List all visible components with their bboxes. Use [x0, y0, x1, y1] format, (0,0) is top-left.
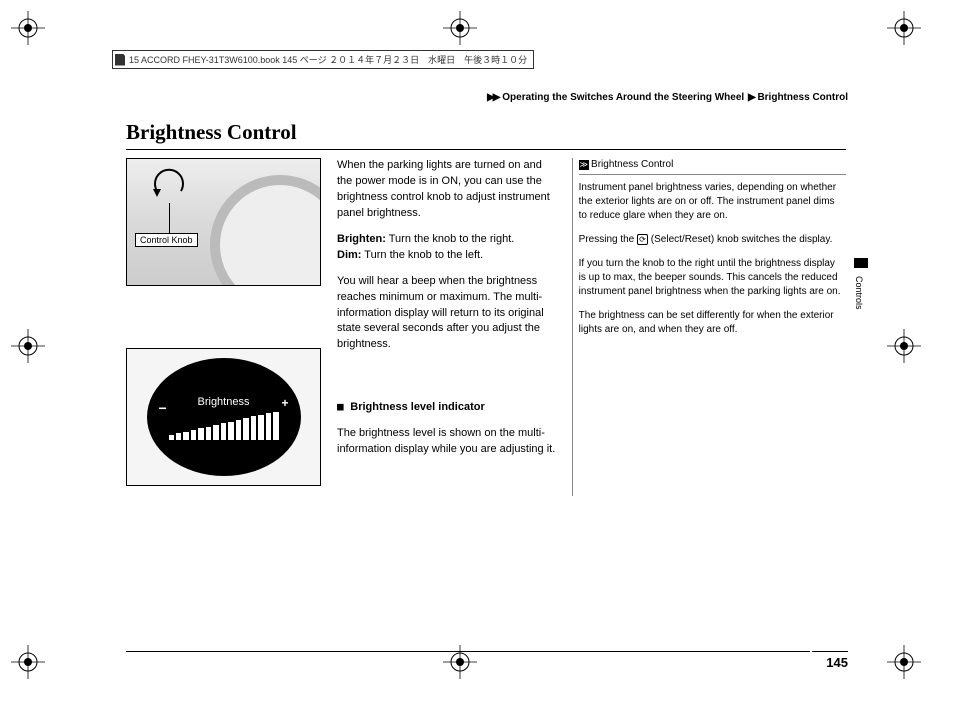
callout-line	[169, 203, 170, 235]
brightness-bar	[198, 428, 203, 440]
registration-mark-icon	[11, 11, 45, 45]
breadcrumb: ▶▶ Operating the Switches Around the Ste…	[486, 92, 848, 103]
sidebar-paragraph-1: Instrument panel brightness varies, depe…	[579, 181, 846, 223]
knob-arrow-icon	[151, 167, 187, 203]
sidebar-title: ≫ Brightness Control	[579, 158, 846, 175]
brightness-bar	[251, 416, 256, 440]
figure-control-knob: Control Knob	[126, 158, 321, 286]
body-paragraph-2: Brighten: Turn the knob to the right. Di…	[337, 232, 556, 264]
body-paragraph-4: The brightness level is shown on the mul…	[337, 426, 556, 458]
breadcrumb-level-1: Operating the Switches Around the Steeri…	[502, 92, 744, 103]
body-text-column: When the parking lights are turned on an…	[337, 158, 556, 496]
brighten-text: Turn the knob to the right.	[386, 233, 514, 245]
minus-icon: −	[159, 400, 167, 416]
figures-column: Control Knob Brightness − +	[126, 158, 321, 496]
sidebar-p2a: Pressing the	[579, 234, 637, 245]
brightness-bar	[221, 423, 226, 440]
select-reset-icon: ⟳	[637, 234, 648, 245]
registration-mark-icon	[887, 329, 921, 363]
gauge-display: Brightness − +	[147, 358, 301, 476]
registration-mark-icon	[443, 11, 477, 45]
steering-wheel-shape	[210, 175, 320, 285]
sidebar-paragraph-3: If you turn the knob to the right until …	[579, 257, 846, 299]
body-paragraph-1: When the parking lights are turned on an…	[337, 158, 556, 222]
dim-text: Turn the knob to the left.	[361, 249, 483, 261]
plus-icon: +	[281, 396, 288, 410]
brightness-bar	[206, 427, 211, 440]
brightness-bar	[228, 422, 233, 440]
brightness-bar	[183, 432, 188, 440]
file-info-text: 15 ACCORD FHEY-31T3W6100.book 145 ページ ２０…	[129, 53, 527, 66]
brightness-bar	[191, 430, 196, 440]
brightness-bars	[169, 412, 279, 440]
brightness-bar	[258, 415, 263, 440]
sub-heading: ■ Brightness level indicator	[337, 399, 556, 416]
registration-mark-icon	[887, 645, 921, 679]
breadcrumb-sep: ▶	[748, 92, 754, 103]
registration-mark-icon	[11, 329, 45, 363]
sidebar-paragraph-2: Pressing the ⟳ (Select/Reset) knob switc…	[579, 233, 846, 247]
body-paragraph-3: You will hear a beep when the brightness…	[337, 274, 556, 354]
breadcrumb-arrows: ▶▶	[487, 92, 498, 103]
content-area: Control Knob Brightness − + When the par…	[126, 158, 846, 496]
page-number: 145	[812, 651, 848, 670]
breadcrumb-level-2: Brightness Control	[757, 92, 848, 103]
section-tab: Controls	[852, 270, 866, 316]
sidebar-p2b: (Select/Reset) knob switches the display…	[648, 234, 832, 245]
brighten-label: Brighten:	[337, 233, 386, 245]
brightness-bar	[266, 413, 271, 440]
sidebar-title-text: Brightness Control	[591, 158, 673, 172]
brightness-bar	[243, 418, 248, 440]
document-header-info: 15 ACCORD FHEY-31T3W6100.book 145 ページ ２０…	[112, 50, 534, 69]
sidebar-paragraph-4: The brightness can be set differently fo…	[579, 309, 846, 337]
registration-mark-icon	[11, 645, 45, 679]
brightness-bar	[176, 433, 181, 440]
brightness-bar	[273, 412, 278, 440]
page-title: Brightness Control	[126, 120, 846, 150]
registration-mark-icon	[887, 11, 921, 45]
footer-rule	[126, 651, 810, 652]
brightness-bar	[169, 435, 174, 440]
figure-brightness-gauge: Brightness − +	[126, 348, 321, 486]
sidebar-notes: ≫ Brightness Control Instrument panel br…	[572, 158, 846, 496]
gauge-label: Brightness	[147, 396, 301, 408]
dashboard-illustration: Control Knob	[127, 159, 320, 285]
sub-heading-text: Brightness level indicator	[350, 401, 484, 413]
square-bullet-icon: ■	[337, 400, 350, 413]
dim-label: Dim:	[337, 249, 361, 261]
control-knob-label: Control Knob	[135, 233, 198, 247]
section-tab-marker	[854, 258, 868, 268]
sidebar-chevron-icon: ≫	[579, 160, 589, 170]
book-icon	[115, 54, 125, 66]
brightness-bar	[236, 420, 241, 440]
brightness-bar	[213, 425, 218, 440]
